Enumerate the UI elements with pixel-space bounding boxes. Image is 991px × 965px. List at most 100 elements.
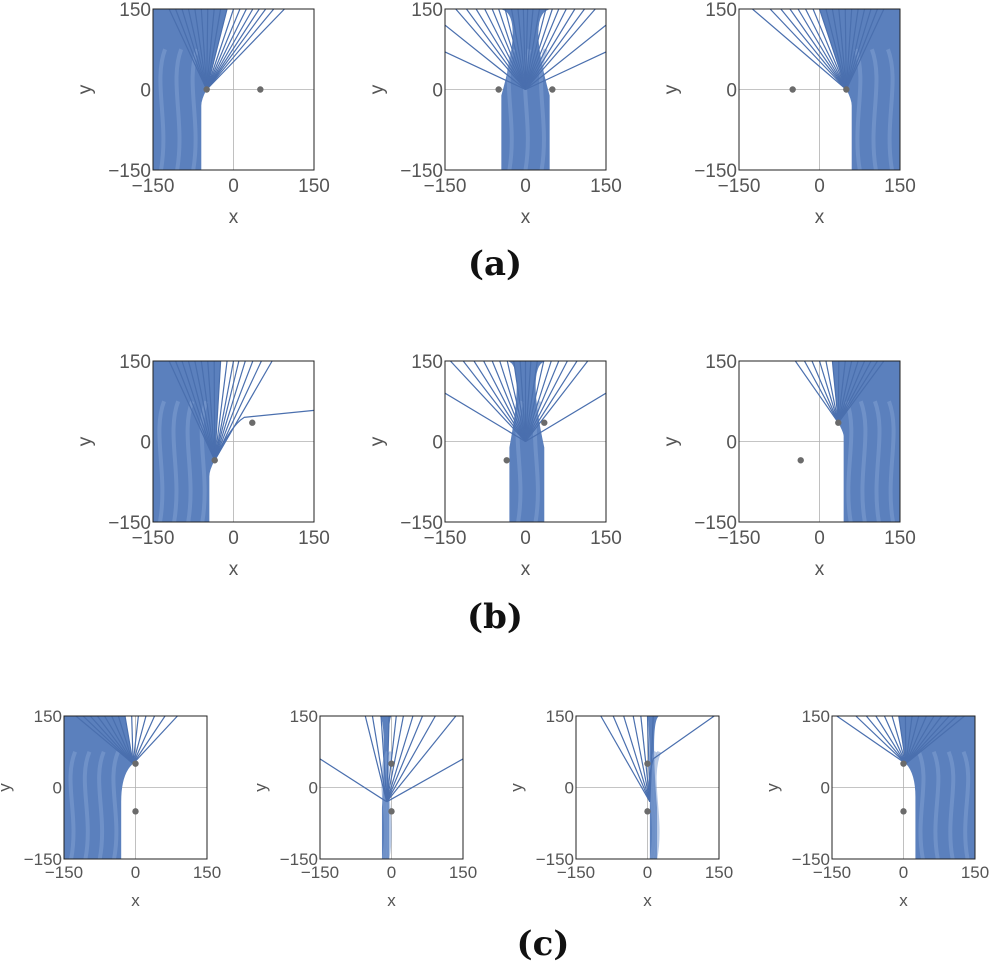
trajectory-line-18: [525, 361, 589, 442]
trajectory-line-14: [206, 9, 254, 90]
x-axis-label: x: [229, 207, 239, 228]
trajectory-line-8: [513, 361, 527, 442]
trajectory-line-14: [845, 9, 859, 90]
trajectory-line-10: [214, 361, 228, 461]
trajectory-line-7: [206, 9, 209, 90]
trajectory-line-13: [214, 361, 246, 461]
plot-frame: [63, 715, 208, 860]
charge-point-2: [900, 808, 907, 815]
plot-area: [153, 361, 314, 522]
trajectory-line-18: [845, 9, 885, 90]
trajectory-line-11: [905, 716, 927, 764]
trajectory-line-13: [905, 716, 943, 765]
trajectory-streak: [174, 48, 184, 170]
y-tick-label: 150: [705, 352, 737, 373]
x-axis-label: x: [229, 559, 239, 580]
trajectory-line-15: [524, 9, 553, 90]
trajectory-line-12: [837, 361, 872, 423]
trajectory-line-9: [517, 9, 527, 90]
trajectory-line-18: [524, 9, 576, 90]
y-tick-label: 0: [726, 433, 737, 454]
y-tick-label: 0: [821, 779, 830, 798]
x-axis-label: x: [387, 891, 396, 910]
trajectory-line-9: [519, 361, 527, 442]
trajectory-side-right-2: [525, 24, 606, 90]
trajectory-line-14: [132, 716, 178, 765]
charge-point-2: [835, 419, 842, 426]
trajectory-streak: [199, 400, 209, 522]
trajectory-line-13: [837, 361, 878, 424]
y-axis-label: y: [251, 783, 270, 792]
trajectory-line-8: [124, 716, 134, 764]
trajectory-line-13: [524, 361, 545, 442]
y-tick-label: −150: [792, 850, 830, 869]
x-tick-label: 150: [884, 176, 916, 197]
trajectory-line-13: [524, 9, 541, 90]
trajectory-line-2: [174, 361, 216, 461]
y-tick-label: 0: [432, 81, 443, 102]
trajectory-line-9: [214, 361, 222, 461]
charge-point-1: [132, 760, 139, 767]
trajectory-streak: [858, 400, 868, 522]
y-tick-label: −150: [280, 850, 318, 869]
trajectory-line-2: [174, 9, 208, 90]
plot-frame: [444, 360, 607, 523]
trajectory-line-6: [499, 361, 527, 442]
x-tick-label: 150: [884, 528, 916, 549]
trajectory-line-3: [89, 716, 134, 765]
trajectory-line-13: [206, 9, 247, 90]
charge-point-1: [797, 457, 804, 464]
y-tick-label: 150: [411, 352, 443, 373]
trajectory-line-8: [206, 9, 215, 90]
trajectory-line-10: [905, 716, 920, 764]
trajectory-line-2: [465, 9, 526, 90]
trajectory-line-4: [818, 361, 839, 423]
plot-area: [739, 9, 900, 170]
x-axis-label: x: [815, 207, 825, 228]
y-axis-label: y: [367, 436, 388, 446]
x-tick-label: 0: [814, 176, 825, 197]
trajectory-streak: [946, 750, 956, 859]
trajectory-line-5: [386, 716, 397, 802]
trajectory-line-10: [386, 716, 457, 803]
trajectory-line-7: [506, 361, 527, 442]
trajectory-line-2: [855, 716, 907, 765]
x-tick-label: 0: [387, 863, 396, 882]
x-tick-label: 150: [193, 863, 221, 882]
x-tick-label: −150: [132, 176, 175, 197]
trajectory-line-15: [905, 716, 958, 765]
trajectory-streak: [931, 750, 941, 859]
x-tick-label: −150: [424, 176, 467, 197]
trajectory-line-10: [837, 361, 859, 423]
trajectory-line-1: [752, 9, 847, 90]
trajectory-line-2: [462, 361, 526, 442]
trajectory-line-10: [206, 9, 228, 90]
trajectory-line-3: [623, 716, 651, 802]
y-tick-label: −150: [400, 161, 443, 182]
x-tick-label: 150: [590, 528, 622, 549]
x-tick-label: 0: [228, 176, 239, 197]
trajectory-line-15: [845, 9, 866, 90]
trajectory-line-2: [82, 716, 134, 765]
trajectory-line-2: [612, 716, 651, 803]
subplot-7: −150 0 150 150 0 −150 x y: [0, 707, 221, 910]
y-tick-label: 0: [53, 779, 62, 798]
trajectory-line-4: [484, 9, 527, 90]
charge-point-1: [644, 760, 651, 767]
trajectory-line-10: [522, 9, 527, 90]
trajectory-line-7: [504, 9, 527, 90]
plot-area: [576, 716, 719, 859]
trajectory-line-11: [206, 9, 235, 90]
plot-area: [64, 716, 207, 859]
charge-point-2: [644, 808, 651, 815]
x-axis-label: x: [643, 891, 652, 910]
panel-label-a: (a): [468, 244, 522, 284]
y-tick-label: 0: [726, 81, 737, 102]
y-tick-label: 150: [119, 352, 151, 373]
trajectory-line-3: [181, 361, 216, 461]
y-tick-label: −150: [108, 161, 151, 182]
trajectory-line-16: [845, 9, 872, 90]
x-tick-label: 0: [643, 863, 652, 882]
trajectory-side-right-1: [525, 51, 606, 91]
trajectory-line-6: [200, 361, 216, 461]
